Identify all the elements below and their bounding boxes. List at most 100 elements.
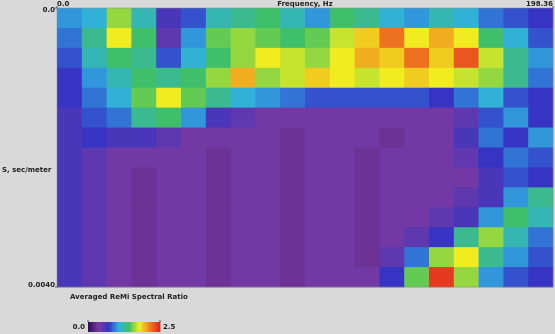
heatmap-cell bbox=[429, 247, 454, 267]
heatmap-cell bbox=[429, 68, 454, 88]
heatmap-cell bbox=[479, 187, 504, 207]
heatmap-cell bbox=[131, 167, 156, 187]
heatmap-cell bbox=[82, 8, 107, 28]
heatmap-cell bbox=[454, 48, 479, 68]
heatmap-cell bbox=[107, 8, 132, 28]
heatmap-cell bbox=[454, 28, 479, 48]
heatmap-cell bbox=[479, 68, 504, 88]
heatmap-cell bbox=[206, 108, 231, 128]
heatmap-cell bbox=[454, 267, 479, 287]
heatmap-cell bbox=[280, 227, 305, 247]
heatmap-cell bbox=[280, 108, 305, 128]
heatmap-cell bbox=[107, 128, 132, 148]
heatmap-cell bbox=[355, 207, 380, 227]
heatmap-cell bbox=[503, 108, 528, 128]
heatmap-cell bbox=[255, 167, 280, 187]
heatmap-cell bbox=[404, 148, 429, 168]
heatmap-cell bbox=[280, 187, 305, 207]
heatmap-cell bbox=[330, 8, 355, 28]
heatmap-cell bbox=[479, 108, 504, 128]
heatmap-cell bbox=[454, 167, 479, 187]
heatmap-cell bbox=[280, 88, 305, 108]
heatmap-cell bbox=[330, 48, 355, 68]
heatmap-cell bbox=[429, 128, 454, 148]
heatmap-cell bbox=[379, 128, 404, 148]
colorbar-tick-label: 2.5 bbox=[163, 323, 176, 331]
heatmap-cell bbox=[305, 88, 330, 108]
heatmap-cell bbox=[454, 8, 479, 28]
heatmap-cell bbox=[181, 28, 206, 48]
heatmap-cell bbox=[355, 28, 380, 48]
heatmap-cell bbox=[107, 267, 132, 287]
heatmap-cell bbox=[181, 267, 206, 287]
heatmap-cell bbox=[156, 267, 181, 287]
heatmap-cell bbox=[528, 48, 553, 68]
heatmap-cell bbox=[280, 207, 305, 227]
heatmap-cell bbox=[528, 108, 553, 128]
heatmap-cell bbox=[156, 48, 181, 68]
heatmap-cell bbox=[57, 167, 82, 187]
heatmap-cell bbox=[404, 88, 429, 108]
heatmap-cell bbox=[479, 227, 504, 247]
heatmap-cell bbox=[280, 28, 305, 48]
heatmap-cell bbox=[429, 187, 454, 207]
heatmap-cell bbox=[330, 167, 355, 187]
heatmap-cell bbox=[404, 167, 429, 187]
heatmap-cell bbox=[181, 8, 206, 28]
heatmap-cell bbox=[57, 28, 82, 48]
x-tick-label: 198.36 bbox=[526, 0, 553, 8]
heatmap-cell bbox=[181, 148, 206, 168]
heatmap-cell bbox=[355, 247, 380, 267]
heatmap-cell bbox=[57, 247, 82, 267]
heatmap-cell bbox=[280, 267, 305, 287]
heatmap-cell bbox=[280, 128, 305, 148]
heatmap-cell bbox=[429, 108, 454, 128]
heatmap-cell bbox=[255, 148, 280, 168]
heatmap-cell bbox=[454, 207, 479, 227]
heatmap-cell bbox=[107, 207, 132, 227]
heatmap-cell bbox=[57, 68, 82, 88]
heatmap-cell bbox=[181, 247, 206, 267]
heatmap-cell bbox=[280, 8, 305, 28]
heatmap-cell bbox=[503, 48, 528, 68]
heatmap-cell bbox=[57, 108, 82, 128]
heatmap-cell bbox=[528, 247, 553, 267]
heatmap-cell bbox=[355, 187, 380, 207]
heatmap-cell bbox=[156, 88, 181, 108]
heatmap-cell bbox=[231, 88, 256, 108]
heatmap-cell bbox=[379, 207, 404, 227]
x-tick-label: 0.0 bbox=[57, 0, 70, 8]
heatmap-cell bbox=[57, 227, 82, 247]
heatmap-cell bbox=[107, 28, 132, 48]
heatmap-cell bbox=[255, 108, 280, 128]
heatmap-cell bbox=[305, 128, 330, 148]
heatmap-cell bbox=[82, 48, 107, 68]
heatmap-cell bbox=[503, 187, 528, 207]
y-tick-label: 0.0 bbox=[43, 6, 56, 14]
heatmap-cell bbox=[503, 227, 528, 247]
heatmap-cell bbox=[528, 207, 553, 227]
heatmap-cell bbox=[57, 128, 82, 148]
heatmap-cell bbox=[479, 267, 504, 287]
heatmap-cell bbox=[181, 48, 206, 68]
heatmap-cell bbox=[404, 108, 429, 128]
heatmap-cell bbox=[429, 8, 454, 28]
heatmap-cell bbox=[255, 8, 280, 28]
heatmap-cell bbox=[280, 148, 305, 168]
heatmap-cell bbox=[355, 167, 380, 187]
heatmap-cell bbox=[255, 28, 280, 48]
heatmap-cell bbox=[429, 267, 454, 287]
heatmap-cell bbox=[404, 68, 429, 88]
heatmap-cell bbox=[305, 108, 330, 128]
heatmap-cell bbox=[156, 227, 181, 247]
heatmap-cell bbox=[206, 187, 231, 207]
heatmap-cell bbox=[379, 247, 404, 267]
heatmap-cell bbox=[82, 128, 107, 148]
heatmap-cell bbox=[231, 167, 256, 187]
heatmap-cell bbox=[330, 108, 355, 128]
heatmap-cell bbox=[479, 207, 504, 227]
heatmap-cell bbox=[131, 108, 156, 128]
heatmap-cell bbox=[429, 88, 454, 108]
heatmap-cell bbox=[107, 247, 132, 267]
heatmap-cell bbox=[107, 108, 132, 128]
